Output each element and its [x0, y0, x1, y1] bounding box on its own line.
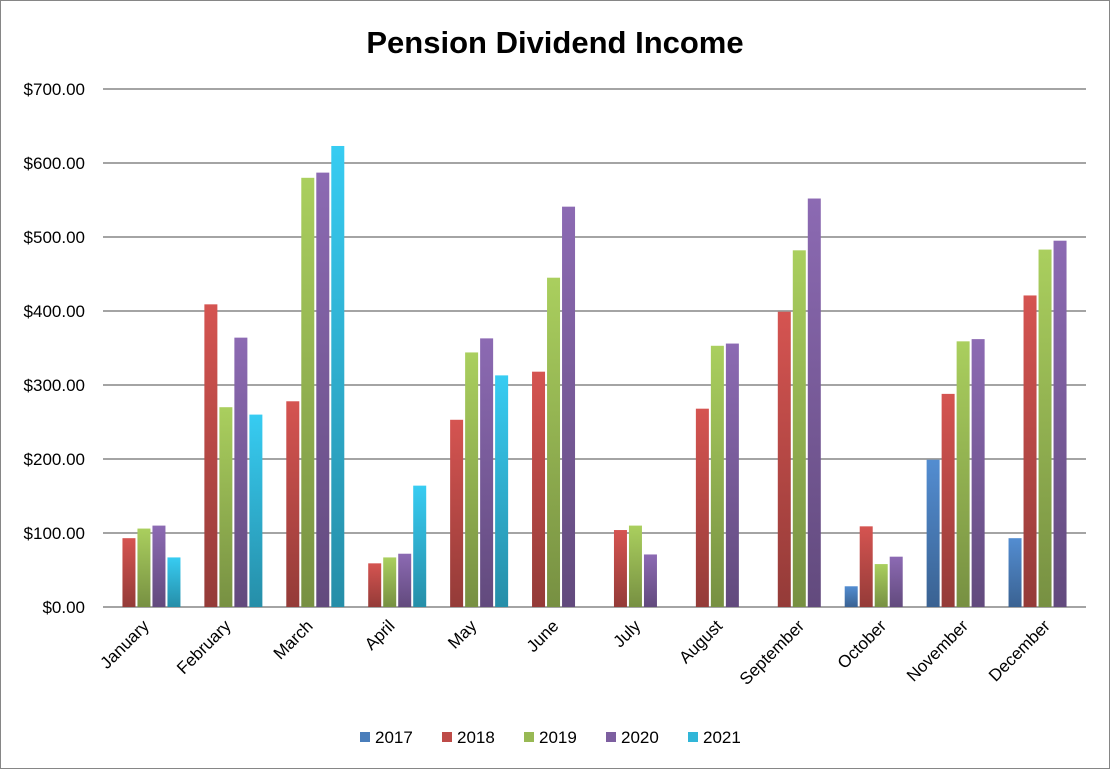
- bars: [122, 145, 1067, 608]
- bar-2020-november: [971, 339, 985, 607]
- bar-2019-october: [874, 564, 888, 607]
- bar-2019-november: [956, 341, 970, 607]
- bar-2018-december: [1023, 295, 1037, 607]
- bar-2018-june: [532, 371, 546, 607]
- bar-2018-january: [122, 538, 136, 607]
- bar-2018-april: [368, 563, 382, 607]
- bar-2020-september: [807, 198, 821, 607]
- legend-label: 2019: [539, 728, 577, 747]
- x-tick-label: July: [609, 616, 644, 651]
- legend-swatch: [688, 732, 698, 742]
- legend-label: 2018: [457, 728, 495, 747]
- bar-2021-february: [249, 414, 263, 607]
- x-tick-label: January: [97, 616, 154, 673]
- legend-label: 2017: [375, 728, 413, 747]
- bar-2019-may: [465, 352, 479, 607]
- bar-2018-august: [695, 408, 709, 607]
- bar-2020-august: [725, 343, 739, 607]
- gridlines: [103, 88, 1086, 608]
- bar-2018-november: [941, 393, 955, 607]
- bar-2019-december: [1038, 249, 1052, 607]
- bar-2019-september: [792, 250, 806, 607]
- legend-label: 2021: [703, 728, 741, 747]
- bar-2017-october: [844, 586, 858, 607]
- x-tick-label: June: [523, 616, 563, 656]
- bar-2019-august: [710, 345, 724, 607]
- bar-2018-september: [777, 311, 791, 607]
- legend-swatch: [442, 732, 452, 742]
- bar-2020-april: [398, 553, 412, 607]
- x-tick-label: April: [361, 616, 398, 653]
- bar-2019-march: [301, 177, 315, 608]
- bar-2019-june: [547, 277, 561, 607]
- bar-2020-july: [643, 554, 657, 607]
- y-tick-label: $700.00: [24, 80, 85, 99]
- bar-2019-april: [383, 557, 397, 607]
- bar-2018-march: [286, 401, 300, 607]
- y-tick-label: $500.00: [24, 228, 85, 247]
- legend-swatch: [606, 732, 616, 742]
- bar-2019-july: [628, 525, 642, 607]
- legend-label: 2020: [621, 728, 659, 747]
- y-tick-label: $200.00: [24, 450, 85, 469]
- y-tick-label: $300.00: [24, 376, 85, 395]
- bar-2019-january: [137, 528, 151, 607]
- bar-2020-may: [480, 338, 494, 607]
- y-axis-ticks: $0.00 $100.00 $200.00 $300.00 $400.00 $500.00…: [24, 80, 85, 617]
- bar-2019-february: [219, 407, 233, 607]
- bar-2021-march: [331, 145, 345, 608]
- legend-swatch: [360, 732, 370, 742]
- bar-2018-july: [613, 530, 627, 607]
- legend-swatch: [524, 732, 534, 742]
- y-tick-label: $0.00: [42, 598, 85, 617]
- bar-2017-november: [926, 459, 940, 607]
- bar-2018-may: [450, 419, 464, 607]
- bar-2020-march: [316, 172, 330, 607]
- bar-2021-january: [167, 557, 181, 607]
- bar-2021-may: [495, 375, 509, 607]
- chart-title: Pension Dividend Income: [366, 25, 743, 60]
- x-tick-label: September: [736, 616, 808, 688]
- bar-2020-october: [889, 556, 903, 607]
- bar-2020-january: [152, 525, 166, 607]
- bar-2020-december: [1053, 240, 1067, 607]
- x-tick-label: October: [834, 616, 890, 672]
- y-tick-label: $100.00: [24, 524, 85, 543]
- x-tick-label: August: [675, 616, 726, 667]
- bar-2021-april: [413, 485, 427, 607]
- x-tick-label: May: [444, 616, 480, 652]
- x-tick-label: February: [173, 616, 235, 678]
- x-axis-ticks: January February March April May June July Augu…: [97, 616, 1055, 689]
- bar-2020-june: [562, 206, 576, 607]
- y-tick-label: $600.00: [24, 154, 85, 173]
- x-tick-label: December: [985, 616, 1054, 685]
- x-tick-label: November: [903, 616, 972, 685]
- legend: 2017 2018 2019 2020 2021: [360, 728, 741, 747]
- y-tick-label: $400.00: [24, 302, 85, 321]
- bar-2020-february: [234, 337, 248, 607]
- x-tick-label: March: [270, 616, 317, 663]
- bar-2018-october: [859, 526, 873, 607]
- bar-2017-december: [1008, 538, 1022, 607]
- bar-2018-february: [204, 304, 218, 607]
